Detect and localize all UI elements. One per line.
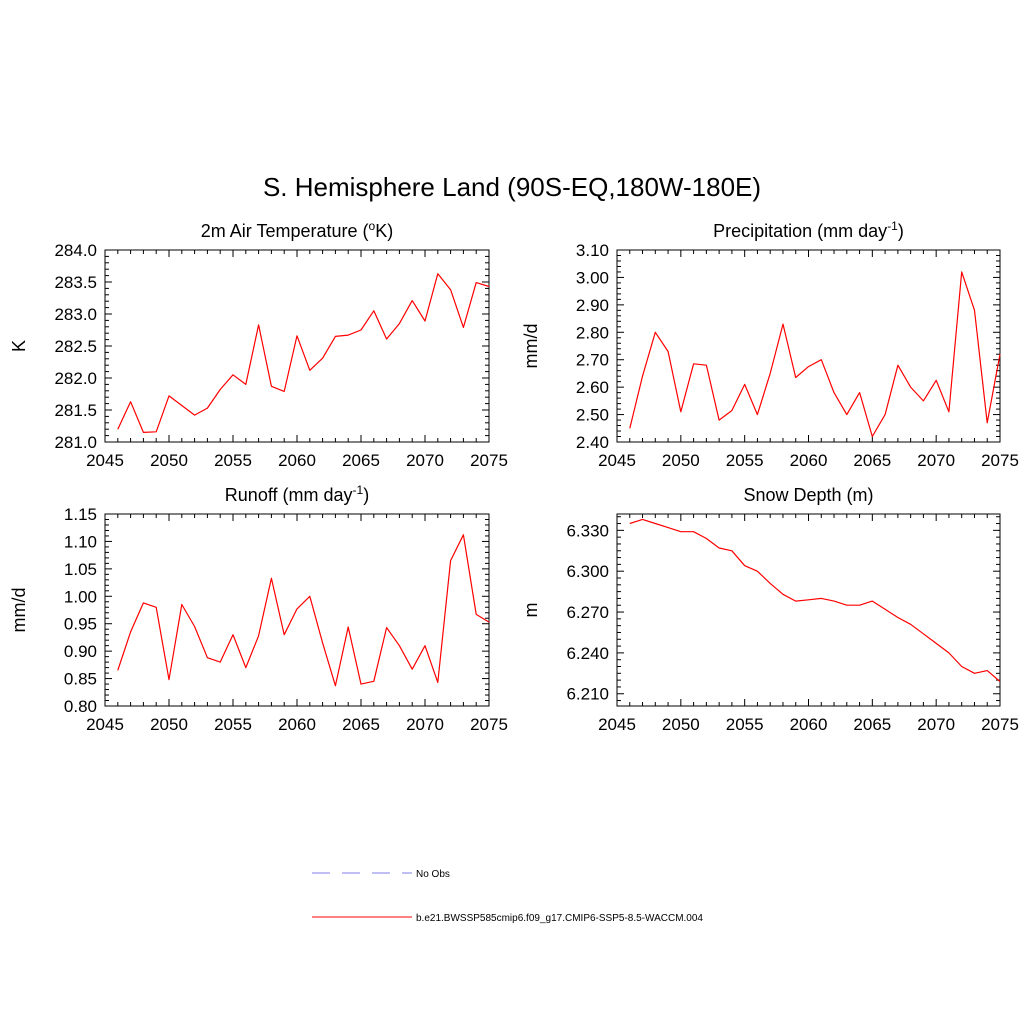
plot-frame <box>616 249 1001 443</box>
x-tick-label-2065: 2065 <box>853 451 891 470</box>
panel-title-main: Runoff (mm day <box>225 485 353 505</box>
x-tick-label-2060: 2060 <box>790 451 828 470</box>
panel-title-superscript: -1 <box>353 483 364 497</box>
panel-title-tail: ) <box>898 221 904 241</box>
series-line <box>629 518 1001 682</box>
y-tick-label-6-300: 6.300 <box>566 562 609 581</box>
y-axis-label: mm/d <box>9 588 29 633</box>
y-tick-label-281-5: 281.5 <box>54 401 97 420</box>
panel-title: Runoff (mm day-1) <box>225 483 369 505</box>
y-tick-label-282-0: 282.0 <box>54 369 97 388</box>
x-tick-label-2050: 2050 <box>150 715 188 734</box>
y-tick-label-281-0: 281.0 <box>54 433 97 452</box>
figure-title: S. Hemisphere Land (90S-EQ,180W-180E) <box>263 172 761 202</box>
x-tick-label-2065: 2065 <box>342 451 380 470</box>
panel-title: Snow Depth (m) <box>743 485 873 505</box>
y-tick-label-1-05: 1.05 <box>64 560 97 579</box>
x-tick-label-2055: 2055 <box>726 715 764 734</box>
plot-frame <box>616 513 1001 707</box>
y-tick-label-3-00: 3.00 <box>576 268 609 287</box>
x-tick-label-2045: 2045 <box>86 715 124 734</box>
y-tick-label-284-0: 284.0 <box>54 241 97 260</box>
panel-title: Precipitation (mm day-1) <box>713 219 904 241</box>
y-tick-label-0-95: 0.95 <box>64 615 97 634</box>
panel-title-main: 2m Air Temperature ( <box>201 221 369 241</box>
panel-title-tail: ) <box>363 485 369 505</box>
y-tick-label-2-70: 2.70 <box>576 351 609 370</box>
panel-title-main: Snow Depth (m) <box>743 485 873 505</box>
x-tick-label-2070: 2070 <box>917 451 955 470</box>
x-tick-label-2075: 2075 <box>470 715 508 734</box>
y-tick-label-2-50: 2.50 <box>576 406 609 425</box>
x-tick-label-2050: 2050 <box>662 715 700 734</box>
x-tick-label-2060: 2060 <box>278 715 316 734</box>
x-tick-label-2065: 2065 <box>342 715 380 734</box>
y-tick-label-0-85: 0.85 <box>64 670 97 689</box>
y-tick-label-0-80: 0.80 <box>64 697 97 716</box>
x-tick-label-2050: 2050 <box>150 451 188 470</box>
y-tick-label-3-10: 3.10 <box>576 241 609 260</box>
x-tick-label-2050: 2050 <box>662 451 700 470</box>
series-line <box>629 271 1001 438</box>
y-tick-label-0-90: 0.90 <box>64 642 97 661</box>
y-tick-label-2-60: 2.60 <box>576 378 609 397</box>
x-tick-label-2070: 2070 <box>406 451 444 470</box>
y-tick-label-283-5: 283.5 <box>54 273 97 292</box>
y-tick-label-6-330: 6.330 <box>566 521 609 540</box>
y-axis-label: m <box>521 603 541 618</box>
panel-runoff: 2045 2050 2055 2060 2065 2070 2075 0.80 0.85 0.90… <box>9 483 508 734</box>
x-tick-label-2045: 2045 <box>86 451 124 470</box>
series-line <box>117 534 490 687</box>
y-tick-label-2-40: 2.40 <box>576 433 609 452</box>
panel-air-temperature: 2045 2050 2055 2060 2065 2070 2075 281.0 281.5 28… <box>9 219 508 470</box>
x-tick-label-2075: 2075 <box>981 451 1019 470</box>
y-tick-label-2-90: 2.90 <box>576 296 609 315</box>
x-tick-label-2075: 2075 <box>981 715 1019 734</box>
x-tick-label-2045: 2045 <box>598 451 636 470</box>
panel-snow-depth: 2045 2050 2055 2060 2065 2070 2075 6.210 6.240 6.… <box>521 485 1019 734</box>
y-tick-label-282-5: 282.5 <box>54 337 97 356</box>
x-tick-label-2070: 2070 <box>406 715 444 734</box>
y-tick-label-6-240: 6.240 <box>566 644 609 663</box>
legend: No Obs b.e21.BWSSP585cmip6.f09_g17.CMIP6… <box>312 869 703 924</box>
legend-no-obs-label: No Obs <box>416 869 450 880</box>
x-tick-label-2045: 2045 <box>598 715 636 734</box>
x-tick-label-2055: 2055 <box>214 451 252 470</box>
x-tick-label-2070: 2070 <box>917 715 955 734</box>
y-tick-label-1-00: 1.00 <box>64 587 97 606</box>
x-tick-label-2055: 2055 <box>726 451 764 470</box>
panel-title-tail: K) <box>375 221 393 241</box>
y-tick-label-1-10: 1.10 <box>64 532 97 551</box>
panel-title-main: Precipitation (mm day <box>713 221 887 241</box>
x-tick-label-2065: 2065 <box>853 715 891 734</box>
y-tick-label-6-270: 6.270 <box>566 603 609 622</box>
x-tick-label-2060: 2060 <box>278 451 316 470</box>
y-tick-label-6-210: 6.210 <box>566 685 609 704</box>
y-tick-label-2-80: 2.80 <box>576 323 609 342</box>
series-line <box>117 273 490 433</box>
panel-precipitation: 2045 2050 2055 2060 2065 2070 2075 2.40 2.50 2.60… <box>521 219 1019 470</box>
y-axis-label: mm/d <box>521 324 541 369</box>
panel-title-superscript: o <box>369 219 376 233</box>
y-axis-label: K <box>9 340 29 352</box>
x-tick-label-2055: 2055 <box>214 715 252 734</box>
y-tick-label-1-15: 1.15 <box>64 505 97 524</box>
panel-title: 2m Air Temperature (oK) <box>201 219 393 241</box>
y-tick-label-283-0: 283.0 <box>54 305 97 324</box>
x-tick-label-2075: 2075 <box>470 451 508 470</box>
legend-run-label: b.e21.BWSSP585cmip6.f09_g17.CMIP6-SSP5-8… <box>416 913 703 924</box>
panel-title-superscript: -1 <box>887 219 898 233</box>
x-tick-label-2060: 2060 <box>790 715 828 734</box>
